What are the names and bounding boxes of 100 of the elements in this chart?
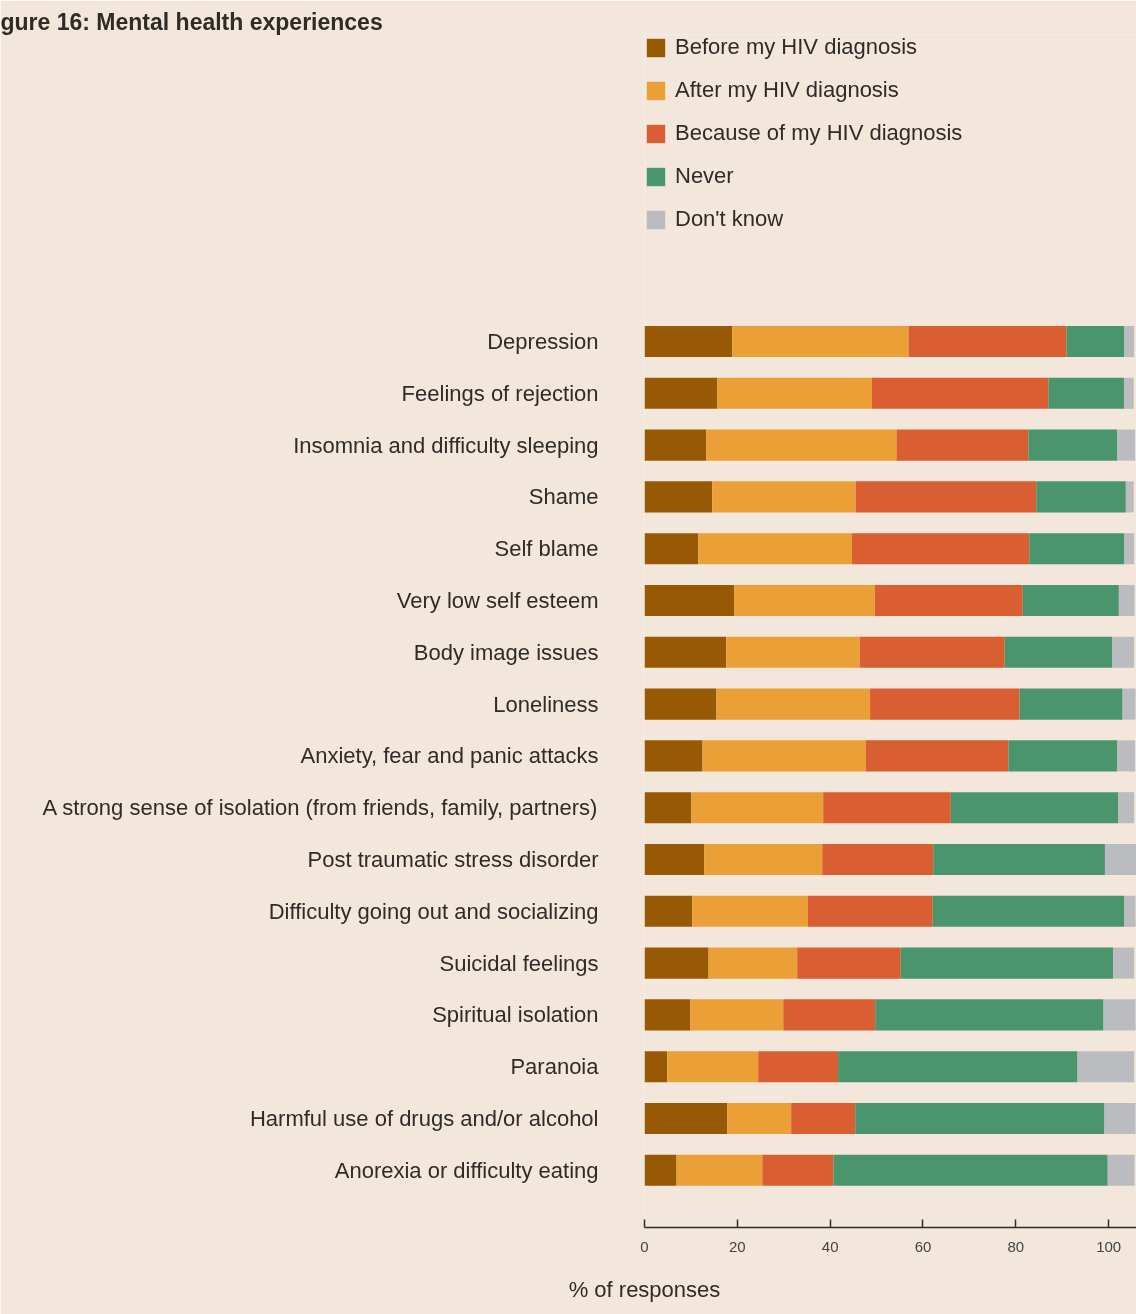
bar	[644, 740, 703, 772]
bar	[859, 636, 1005, 668]
bar	[851, 533, 1030, 565]
bar	[644, 429, 707, 461]
y-tick-label: Shame	[528, 484, 599, 510]
bar	[874, 584, 1023, 617]
bar	[644, 481, 713, 513]
bar	[1103, 999, 1136, 1031]
bar	[932, 895, 1125, 927]
bar	[1008, 740, 1118, 772]
bar	[1028, 429, 1118, 461]
bar	[1113, 947, 1135, 979]
y-tick-label: Self blame	[494, 536, 599, 562]
bar	[1124, 325, 1135, 358]
y-tick-label: Feelings of rejection	[401, 380, 599, 406]
bar	[1066, 325, 1125, 358]
bar	[871, 377, 1049, 409]
bar	[1124, 533, 1135, 565]
x-tick-label: 40	[821, 1237, 839, 1255]
bar	[1122, 688, 1136, 720]
bar	[716, 688, 871, 720]
bar	[692, 895, 808, 927]
bar	[822, 843, 934, 876]
bar	[644, 999, 691, 1031]
x-tick-label: 100	[1096, 1237, 1122, 1255]
bar	[644, 1154, 677, 1186]
bar	[900, 947, 1114, 979]
bar	[644, 377, 718, 409]
x-tick-label: 20	[728, 1237, 746, 1255]
bar	[865, 740, 1009, 772]
bar	[758, 1051, 839, 1083]
y-tick-label: Suicidal feelings	[439, 950, 599, 976]
bar	[791, 1102, 856, 1135]
bar	[644, 947, 709, 979]
bar	[1004, 636, 1113, 668]
y-tick-label: Difficulty going out and socializing	[268, 898, 599, 924]
bar	[1118, 792, 1135, 824]
bar	[1077, 1051, 1135, 1083]
bar	[644, 688, 717, 720]
bar	[691, 792, 824, 824]
bar	[950, 792, 1119, 824]
legend-label: Because of my HIV diagnosis	[675, 120, 963, 146]
legend-label: After my HIV diagnosis	[675, 77, 899, 103]
bar	[644, 895, 693, 927]
bar	[933, 843, 1105, 876]
bar	[1029, 533, 1125, 565]
bar	[823, 792, 951, 824]
bar	[676, 1154, 763, 1186]
bar	[704, 843, 823, 876]
bar	[698, 533, 852, 565]
bar	[712, 481, 856, 513]
legend-label: Don't know	[675, 206, 784, 232]
bar	[690, 999, 784, 1031]
bar	[762, 1154, 834, 1186]
bar	[732, 325, 909, 358]
legend-label: Before my HIV diagnosis	[675, 34, 918, 60]
bar	[855, 481, 1037, 513]
legend-label: Never	[675, 163, 734, 189]
y-tick-label: Very low self esteem	[396, 588, 599, 613]
y-tick-label: Spiritual isolation	[432, 1002, 599, 1028]
bar	[1118, 584, 1135, 617]
x-tick-label: 0	[640, 1237, 649, 1255]
bar	[1107, 1154, 1135, 1186]
bar	[1036, 481, 1126, 513]
bar	[797, 947, 901, 979]
bar	[870, 688, 1020, 720]
x-tick-label: 80	[1007, 1237, 1025, 1255]
y-tick-label: Anxiety, fear and panic attacks	[300, 743, 599, 769]
bar	[1125, 481, 1134, 513]
y-tick-label: Harmful use of drugs and/or alcohol	[249, 1106, 599, 1131]
bar	[1112, 636, 1135, 668]
y-tick-label: Loneliness	[493, 691, 599, 717]
bar	[644, 636, 727, 668]
bar	[783, 999, 876, 1031]
y-tick-label: Post traumatic stress disorder	[307, 847, 599, 872]
y-tick-label: Depression	[487, 329, 599, 354]
bar	[726, 636, 860, 668]
bar	[838, 1051, 1078, 1083]
bar	[644, 843, 705, 876]
bar	[706, 429, 897, 461]
y-tick-label: Insomnia and difficulty sleeping	[293, 432, 599, 458]
bar	[717, 377, 872, 409]
bar	[1117, 740, 1136, 772]
y-tick-label: A strong sense of isolation (from friends, family, partners)	[42, 795, 598, 821]
bar	[1104, 1102, 1136, 1135]
bar	[855, 1102, 1105, 1135]
bar	[1117, 429, 1136, 461]
bar	[833, 1154, 1108, 1186]
bar	[1019, 688, 1123, 720]
bar	[908, 325, 1067, 358]
bar	[644, 325, 733, 358]
bar	[708, 947, 798, 979]
bar	[1123, 377, 1134, 409]
bar	[1104, 843, 1136, 876]
bar	[734, 584, 875, 617]
bar	[1048, 377, 1124, 409]
bar	[644, 1051, 668, 1083]
y-tick-label: Body image issues	[413, 639, 599, 665]
bar	[644, 533, 699, 565]
y-tick-label: Anorexia or difficulty eating	[334, 1157, 599, 1183]
